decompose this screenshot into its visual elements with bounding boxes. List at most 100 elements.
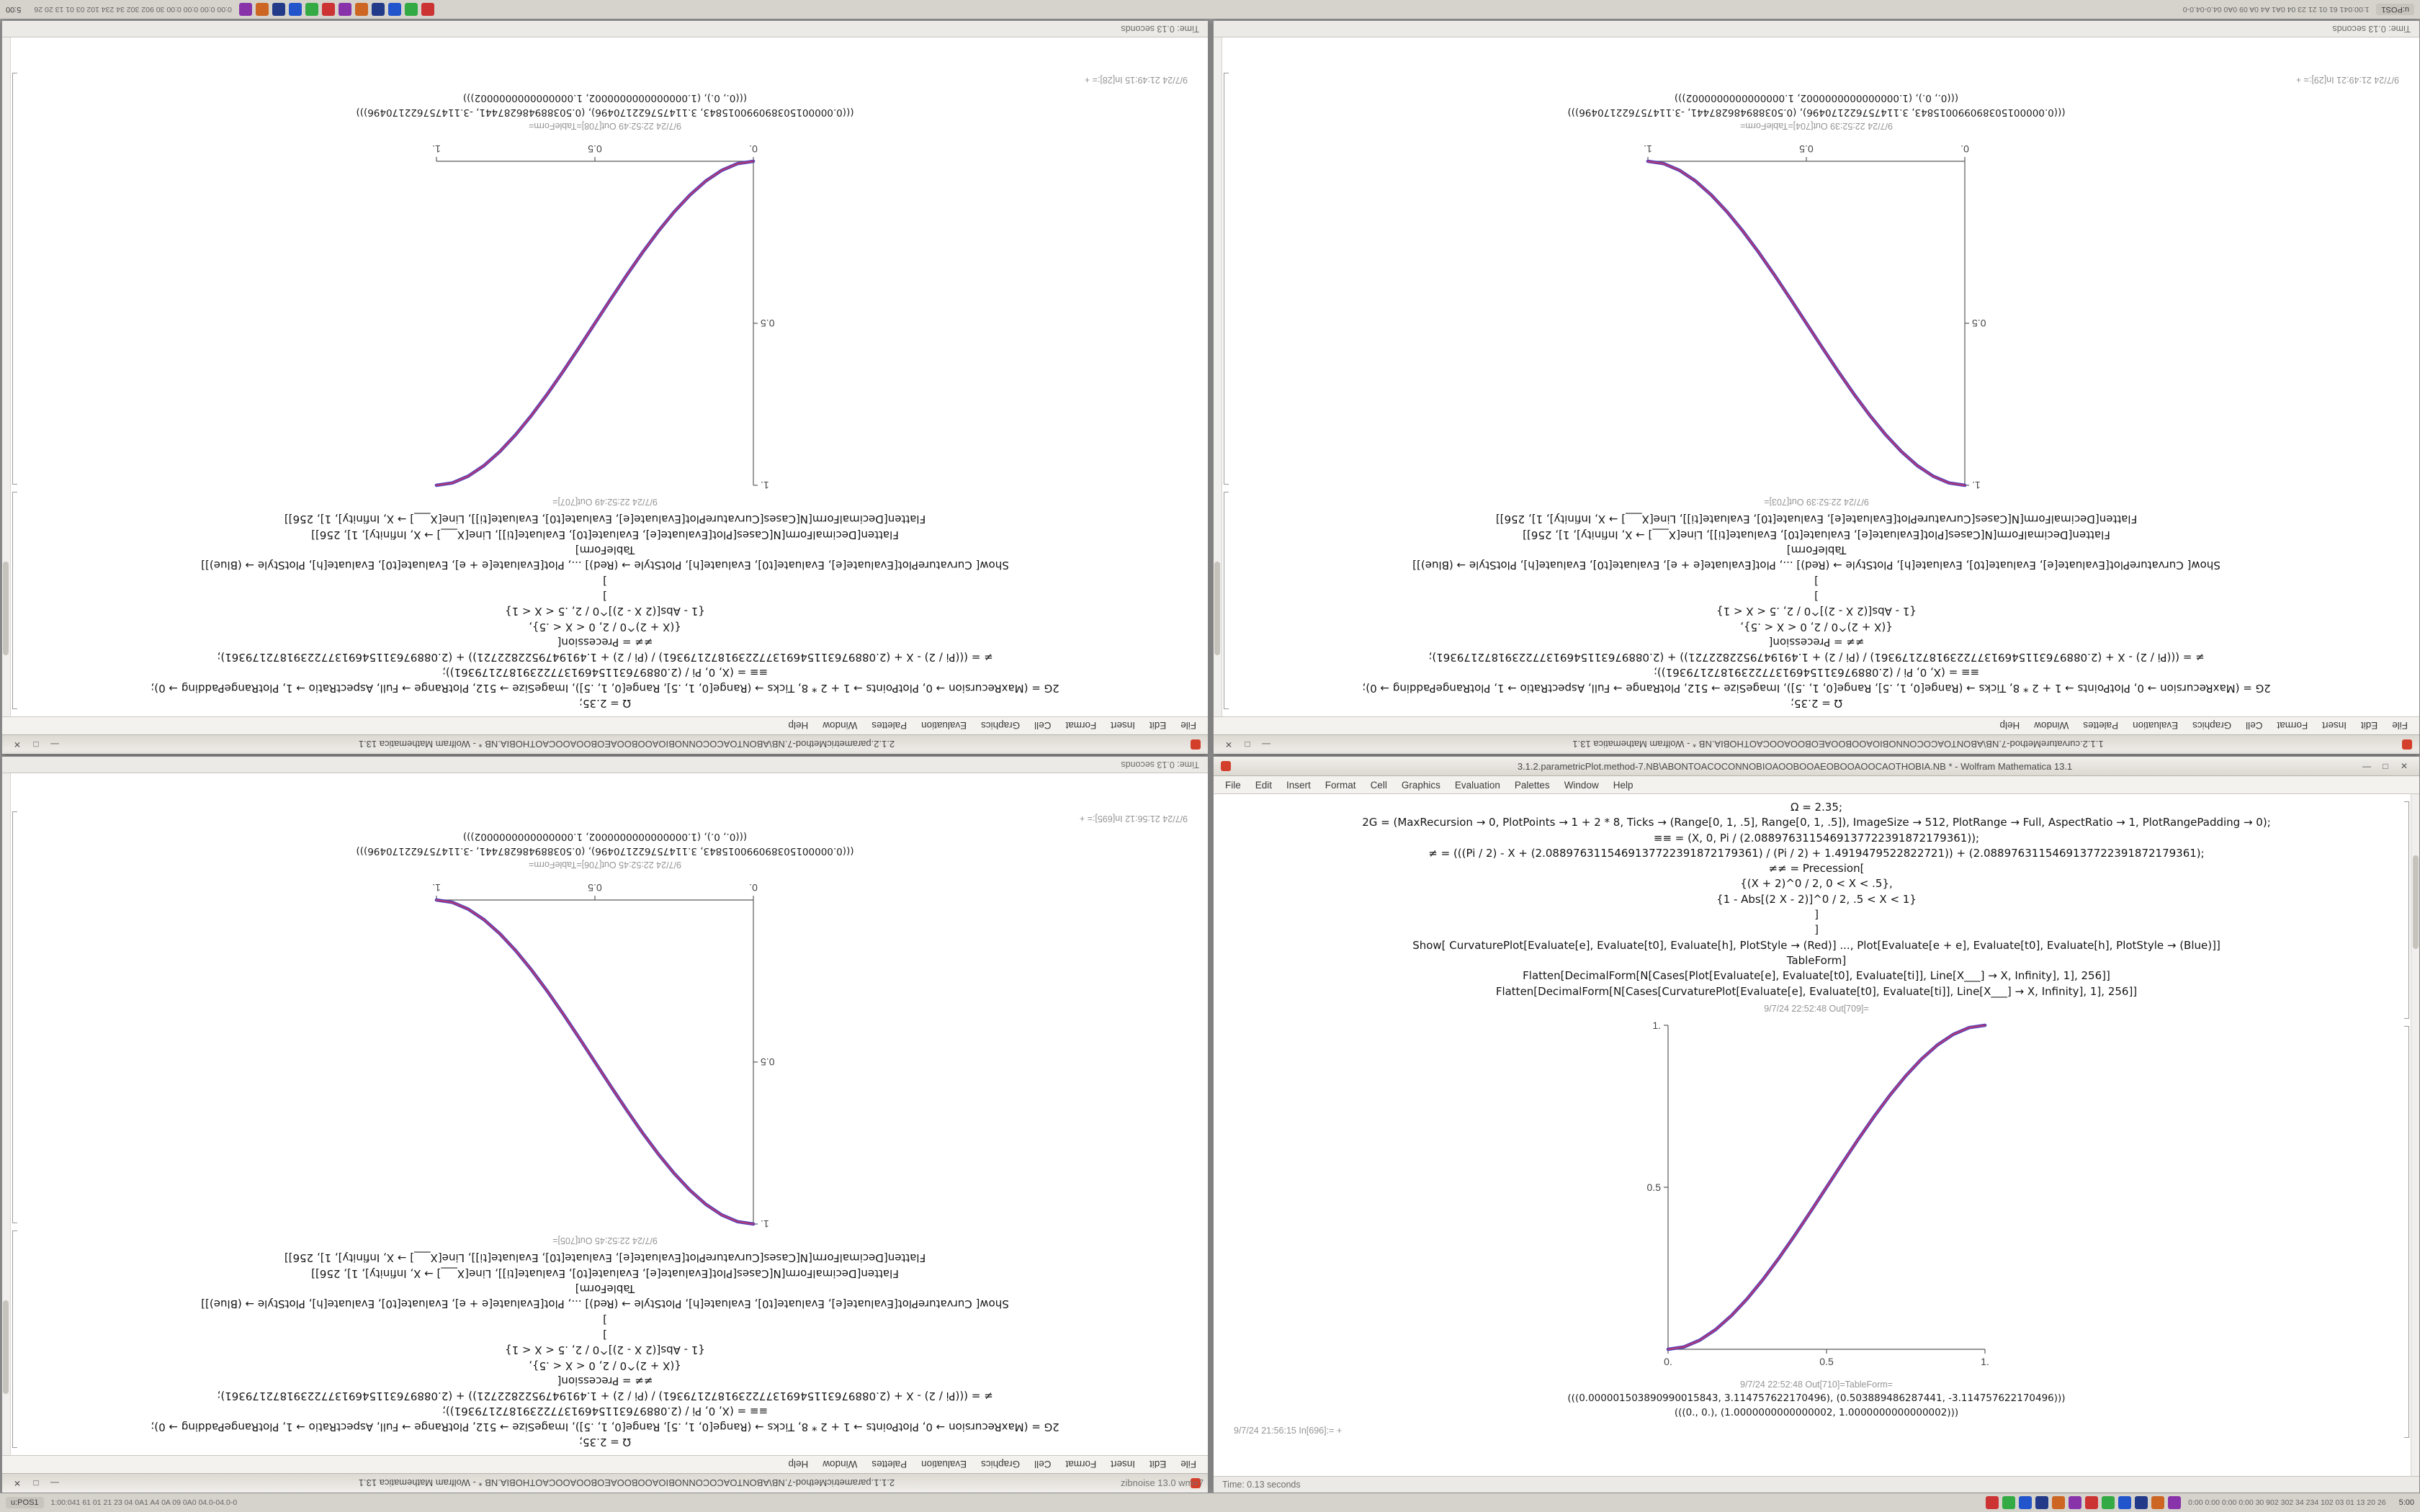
code-line[interactable]: TableForm]	[1786, 953, 1847, 967]
code-line[interactable]: {(X + 2)^0 / 2, 0 < X < .5},	[529, 1359, 681, 1372]
menu-cell[interactable]: Cell	[2246, 720, 2263, 732]
taskbar-app-icon[interactable]	[305, 3, 318, 16]
code-line[interactable]: Flatten[DecimalForm[N[Cases[Plot[Evaluat…	[1523, 969, 2110, 983]
menu-palettes[interactable]: Palettes	[871, 1459, 908, 1470]
menu-insert[interactable]: Insert	[1111, 1459, 1135, 1470]
menu-file[interactable]: File	[1225, 779, 1241, 791]
menu-help[interactable]: Help	[1613, 779, 1634, 791]
minimize-button[interactable]: —	[50, 739, 59, 750]
menu-evaluation[interactable]: Evaluation	[2133, 720, 2179, 732]
menu-evaluation[interactable]: Evaluation	[1454, 779, 1500, 791]
menu-cell[interactable]: Cell	[1034, 1459, 1052, 1470]
menu-edit[interactable]: Edit	[1149, 720, 1167, 732]
menu-evaluation[interactable]: Evaluation	[921, 1459, 967, 1470]
code-line[interactable]: ]	[1814, 908, 1819, 922]
maximize-button[interactable]: □	[2383, 761, 2388, 771]
code-line[interactable]: ≠ = (((Pi / 2) - X + (2.0889763115469137…	[217, 1390, 993, 1403]
menu-graphics[interactable]: Graphics	[981, 720, 1021, 732]
menu-file[interactable]: File	[1180, 720, 1196, 732]
notebook-content[interactable]: Ω = 2.35; 2G = (MaxRecursion → 0, PlotPoi…	[1214, 37, 2419, 716]
cell-bracket[interactable]	[2404, 1026, 2409, 1438]
taskbar-app-icon[interactable]	[354, 3, 368, 16]
vertical-scrollbar[interactable]	[2411, 794, 2419, 1476]
taskbar-app-icon[interactable]	[288, 3, 302, 16]
code-line[interactable]: TableForm]	[1786, 544, 1847, 557]
code-line[interactable]: ]	[603, 574, 607, 588]
scrollbar-thumb[interactable]	[3, 1300, 9, 1394]
taskbar-app-icon[interactable]	[2002, 1496, 2016, 1509]
menu-help[interactable]: Help	[788, 1459, 809, 1470]
code-line[interactable]: ]	[1814, 574, 1819, 588]
vertical-scrollbar[interactable]	[2, 37, 11, 716]
menu-insert[interactable]: Insert	[2322, 720, 2347, 732]
taskbar-app-icon[interactable]	[2069, 1496, 2082, 1509]
menu-file[interactable]: File	[2392, 720, 2408, 732]
code-line[interactable]: 2G = (MaxRecursion → 0, PlotPoints → 1 +…	[1362, 681, 2271, 695]
code-line[interactable]: ≠ = (((Pi / 2) - X + (2.0889763115469137…	[217, 651, 993, 665]
code-line[interactable]: {1 - Abs[(2 X - 2)]^0 / 2, .5 < X < 1}	[505, 605, 705, 618]
cell-bracket[interactable]	[1224, 492, 1229, 709]
cell-bracket[interactable]	[12, 1230, 17, 1448]
menu-palettes[interactable]: Palettes	[871, 720, 908, 732]
code-line[interactable]: ]	[1814, 923, 1819, 937]
vertical-scrollbar[interactable]	[1214, 37, 1222, 716]
scrollbar-thumb[interactable]	[1214, 562, 1220, 656]
taskbar-app-icon[interactable]	[321, 3, 335, 16]
taskbar-app-icon[interactable]	[255, 3, 269, 16]
minimize-button[interactable]: —	[50, 1478, 59, 1488]
code-line[interactable]: TableForm]	[575, 544, 635, 557]
minimize-button[interactable]: —	[2362, 761, 2371, 771]
menu-format[interactable]: Format	[1065, 720, 1097, 732]
menu-format[interactable]: Format	[1325, 779, 1356, 791]
code-line[interactable]: Show[ CurvaturePlot[Evaluate[e], Evaluat…	[201, 1297, 1009, 1311]
menu-graphics[interactable]: Graphics	[981, 1459, 1021, 1470]
code-line[interactable]: Flatten[DecimalForm[N[Cases[CurvaturePlo…	[1495, 513, 2138, 526]
menu-insert[interactable]: Insert	[1286, 779, 1311, 791]
maximize-button[interactable]: □	[1245, 739, 1250, 750]
vertical-scrollbar[interactable]	[2, 773, 11, 1455]
menu-palettes[interactable]: Palettes	[1514, 779, 1550, 791]
code-line[interactable]: {(X + 2)^0 / 2, 0 < X < .5},	[1740, 877, 1893, 891]
window-titlebar[interactable]: 2.1.2.parametricMethod-7.NB\ABONTOACOCON…	[2, 734, 1208, 754]
code-line[interactable]: ≠≠ = Precession[	[557, 1374, 653, 1387]
code-line[interactable]: Flatten[DecimalForm[N[Cases[CurvaturePlo…	[284, 513, 926, 526]
close-button[interactable]: ✕	[2400, 761, 2408, 771]
code-line[interactable]: {1 - Abs[(2 X - 2)]^0 / 2, .5 < X < 1}	[505, 1344, 705, 1357]
cell-bracket[interactable]	[12, 73, 17, 485]
taskbar-app-icon[interactable]	[404, 3, 418, 16]
code-line[interactable]: Show[ CurvaturePlot[Evaluate[e], Evaluat…	[1412, 938, 2220, 952]
code-line[interactable]: Flatten[DecimalForm[N[Cases[Plot[Evaluat…	[1523, 528, 2110, 541]
code-line[interactable]: ≠ = (((Pi / 2) - X + (2.0889763115469137…	[1428, 651, 2205, 665]
cell-bracket[interactable]	[12, 811, 17, 1223]
code-line[interactable]: TableForm]	[575, 1282, 635, 1296]
menu-window[interactable]: Window	[823, 720, 858, 732]
menu-graphics[interactable]: Graphics	[2192, 720, 2232, 732]
code-line[interactable]: ]	[603, 589, 607, 603]
taskbar-app-icon[interactable]	[371, 3, 385, 16]
window-titlebar[interactable]: 1.1.2.curvatureMethod-7.NB\ABONTOACOCONN…	[1214, 734, 2419, 754]
code-line[interactable]: Ω = 2.35;	[578, 1436, 632, 1449]
taskbar-app-icon[interactable]	[2135, 1496, 2148, 1509]
menu-format[interactable]: Format	[2277, 720, 2308, 732]
taskbar-app-icon[interactable]	[1986, 1496, 1999, 1509]
cell-bracket[interactable]	[2404, 801, 2409, 1019]
code-line[interactable]: {1 - Abs[(2 X - 2)]^0 / 2, .5 < X < 1}	[1716, 605, 1917, 618]
start-button[interactable]: u:POS1	[6, 1497, 44, 1508]
taskbar-app-icon[interactable]	[2052, 1496, 2066, 1509]
menu-window[interactable]: Window	[1564, 779, 1599, 791]
menu-palettes[interactable]: Palettes	[2083, 720, 2119, 732]
taskbar-app-icon[interactable]	[238, 3, 252, 16]
menu-cell[interactable]: Cell	[1370, 779, 1387, 791]
taskbar-app-icon[interactable]	[338, 3, 351, 16]
code-line[interactable]: ≡≡ = (X, 0, Pi / (2.08897631154691377223…	[1653, 666, 1980, 680]
code-line[interactable]: Ω = 2.35;	[1790, 801, 1843, 814]
window-titlebar[interactable]: 3.1.2.parametricPlot.method-7.NB\ABONTOA…	[1214, 757, 2419, 776]
code-line[interactable]: ]	[1814, 589, 1819, 603]
menu-insert[interactable]: Insert	[1111, 720, 1135, 732]
code-line[interactable]: ≠≠ = Precession[	[1768, 862, 1865, 876]
notebook-content[interactable]: Ω = 2.35; 2G = (MaxRecursion → 0, PlotPoi…	[2, 37, 1208, 716]
taskbar-app-icon[interactable]	[2085, 1496, 2099, 1509]
taskbar-app-icon[interactable]	[2102, 1496, 2115, 1509]
taskbar-app-icon[interactable]	[2118, 1496, 2132, 1509]
code-line[interactable]: Flatten[DecimalForm[N[Cases[CurvaturePlo…	[1495, 984, 2138, 998]
